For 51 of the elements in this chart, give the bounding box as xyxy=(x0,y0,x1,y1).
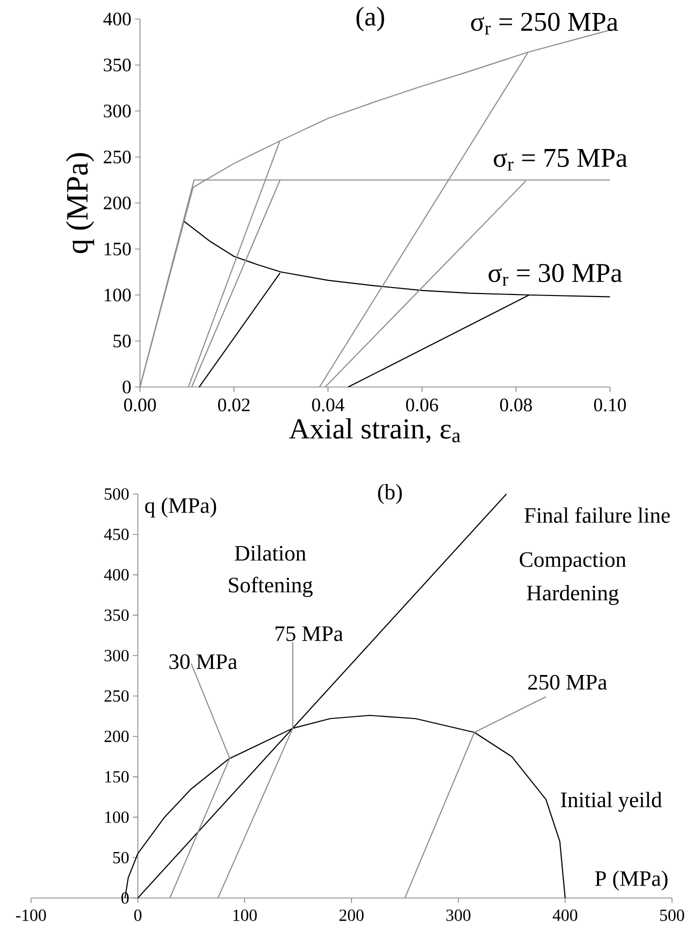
annotation: Compaction xyxy=(520,552,626,572)
annotation: σ$_{r}$ = 75 MPa xyxy=(494,149,628,170)
y-tick-label: 300 xyxy=(104,650,129,662)
annotation: Initial yeild xyxy=(560,792,662,812)
y-tick-label: 250 xyxy=(104,690,129,702)
x-tick-label: 100 xyxy=(233,910,257,921)
x-tick-label: 0.02 xyxy=(218,398,250,412)
x-tick-label: 500 xyxy=(660,910,684,921)
annotation: Final failure line xyxy=(524,507,670,523)
annotation: 75 MPa xyxy=(276,626,343,642)
y-tick-label: 0 xyxy=(121,892,129,904)
y-tick-label: 100 xyxy=(104,288,131,302)
x-tick-label: 0.04 xyxy=(312,398,344,412)
y-tick-label: 400 xyxy=(104,569,129,581)
y-axis-title: q (MPa) xyxy=(66,153,94,254)
y-tick-label: 200 xyxy=(104,730,129,742)
annotation: σ$_{r}$ = 30 MPa xyxy=(488,264,622,286)
y-axis-title: q (MPa) xyxy=(145,498,216,518)
y-tick-label: 500 xyxy=(104,488,129,500)
annotation: Dilation xyxy=(234,545,306,561)
x-tick-label: 300 xyxy=(446,910,470,921)
annotation: Hardening xyxy=(526,584,619,606)
y-tick-label: 50 xyxy=(113,852,129,864)
x-tick-label: 0.06 xyxy=(406,398,438,412)
x-axis-title: P (MPa) xyxy=(595,870,668,890)
x-tick-label: 0.08 xyxy=(500,398,532,412)
x-tick-label: -100 xyxy=(16,910,46,921)
y-tick-label: 350 xyxy=(104,58,131,72)
y-tick-label: 400 xyxy=(103,12,131,26)
y-tick-label: 200 xyxy=(104,196,131,210)
y-tick-label: 150 xyxy=(104,242,131,256)
y-tick-label: 250 xyxy=(104,150,131,164)
y-tick-label: 300 xyxy=(104,104,131,118)
y-tick-label: 0 xyxy=(122,380,131,394)
x-tick-label: 0.10 xyxy=(594,398,626,412)
y-tick-label: 100 xyxy=(105,811,129,823)
y-tick-label: 150 xyxy=(105,771,129,783)
y-tick-label: 50 xyxy=(114,334,131,348)
x-tick-label: 200 xyxy=(339,910,364,921)
annotation: 30 MPa xyxy=(169,654,238,670)
x-tick-label: 400 xyxy=(552,910,578,921)
x-tick-label: 0 xyxy=(134,910,142,921)
annotation: Softening xyxy=(228,576,313,598)
chart-title: (a) xyxy=(356,6,384,32)
y-tick-label: 350 xyxy=(104,609,129,621)
annotation: σ$_{r}$ = 250 MPa xyxy=(471,12,618,34)
x-axis-title: Axial strain, ε$_{a}$ xyxy=(289,418,460,443)
annotation: 250 MPa xyxy=(528,674,608,690)
chart-title: (b) xyxy=(378,484,402,504)
y-tick-label: 450 xyxy=(104,528,129,540)
x-tick-label: 0.00 xyxy=(124,398,156,412)
